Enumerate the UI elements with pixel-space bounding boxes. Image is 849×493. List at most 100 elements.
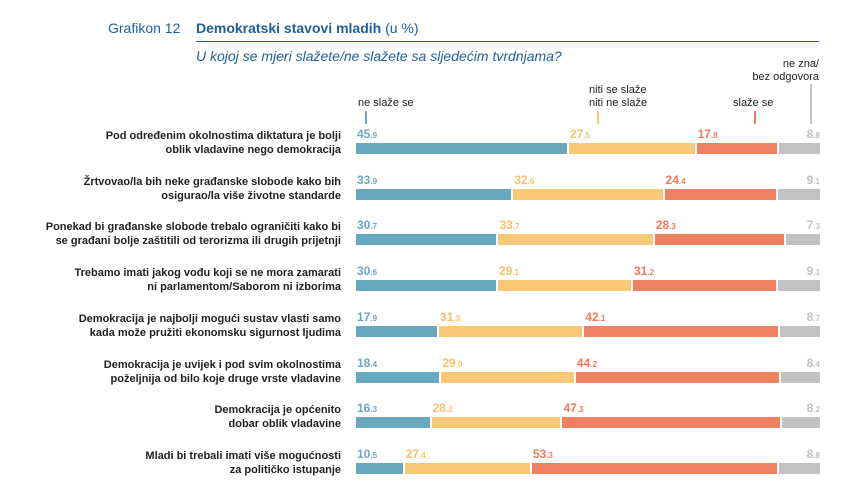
row-label-line: Mladi bi trebali imati više mogućnosti [145, 449, 341, 462]
legend-label-line: niti ne slaže [589, 97, 648, 109]
value-integer: 10 [357, 446, 371, 461]
value-decimal: .3 [546, 450, 553, 460]
value-integer: 44 [576, 355, 591, 370]
value-label-ne-sla-e-se: 18.4 [357, 357, 377, 371]
chart-title-text: Demokratski stavovi mladih [196, 20, 382, 36]
value-decimal: .8 [813, 450, 820, 460]
bar-segment-ne-sla-e-se [356, 325, 438, 337]
value-integer: 33 [357, 172, 371, 187]
bar-segment-niti-se-sla-e-niti-ne-sla-e [568, 143, 695, 154]
bar-segment-ne-sla-e-se [356, 188, 512, 200]
value-decimal: .3 [669, 222, 676, 232]
value-decimal: .9 [370, 313, 378, 323]
bar-segment-sla-e-se [531, 462, 778, 474]
value-integer: 28 [655, 218, 670, 233]
value-label-niti-se-sla-e-niti-ne-sla-e: 32.6 [514, 174, 534, 188]
value-label-ne-sla-e-se: 33.9 [357, 174, 377, 188]
value-label-ne-zna-bez-odgovora: 9.1 [807, 174, 820, 188]
row-label-line: za političko istupanje [229, 463, 341, 476]
row-label-line: poželjnija od bilo koje druge vrste vlad… [110, 372, 341, 385]
value-integer: 27 [405, 446, 420, 461]
value-decimal: .5 [370, 450, 378, 460]
value-integer: 8 [806, 355, 814, 370]
row-label-line: Ponekad bi građanske slobode trebalo ogr… [45, 221, 341, 234]
row-label-line: Demokracija je uvijek i pod svim okolnos… [103, 358, 341, 371]
value-label-niti-se-sla-e-niti-ne-sla-e: 27.4 [406, 448, 426, 462]
bar-segment-sla-e-se [575, 371, 779, 383]
row-label: Ponekad bi građanske slobode trebalo ogr… [21, 220, 341, 248]
value-decimal: .3 [813, 222, 820, 232]
value-label-ne-sla-e-se: 10.5 [357, 448, 377, 462]
bar-segment-sla-e-se [633, 280, 776, 292]
legend-label-ne-zna-bez-odgovora: ne zna/bez odgovora [752, 58, 819, 84]
value-decimal: .2 [590, 359, 597, 369]
value-decimal: .2 [647, 268, 655, 278]
value-integer: 30 [357, 264, 371, 279]
row-label: Trebamo imati jakog vođu koji se ne mora… [21, 266, 341, 294]
value-label-ne-zna-bez-odgovora: 8.2 [807, 402, 820, 416]
bar-segment-ne-sla-e-se [356, 371, 440, 383]
value-decimal: .1 [512, 268, 519, 278]
row-label-line: se građani bolje zaštitili od terorizma … [55, 235, 341, 248]
value-label-ne-sla-e-se: 16.3 [357, 402, 377, 416]
row-label: Demokracija je uvijek i pod svim okolnos… [21, 358, 341, 386]
bar-segment-ne-zna-bez-odgovora [781, 371, 820, 383]
legend-label-sla-e-se: slaže se [733, 97, 773, 110]
value-label-sla-e-se: 31.2 [634, 265, 654, 279]
legend-label-line: niti se slaže [589, 84, 647, 96]
value-integer: 16 [357, 401, 371, 416]
legend-label-line: ne slaže se [358, 97, 414, 109]
value-decimal: .6 [370, 268, 378, 278]
value-decimal: .4 [813, 359, 820, 369]
bar-segment-sla-e-se [654, 234, 785, 246]
value-label-ne-zna-bez-odgovora: 8.7 [807, 311, 820, 325]
value-integer: 29 [498, 264, 513, 279]
bar-segment-ne-zna-bez-odgovora [779, 325, 820, 337]
chart-title: Demokratski stavovi mladih (u %) [196, 20, 419, 36]
value-decimal: .1 [813, 268, 820, 278]
bar-segment-ne-sla-e-se [356, 417, 430, 429]
value-decimal: .3 [453, 313, 461, 323]
bar-segment-ne-zna-bez-odgovora [779, 462, 820, 474]
value-decimal: .4 [370, 359, 378, 369]
value-integer: 33 [499, 218, 513, 233]
value-label-sla-e-se: 24.4 [666, 174, 686, 188]
value-integer: 9 [806, 172, 814, 187]
value-label-ne-zna-bez-odgovora: 8.8 [807, 448, 820, 462]
value-decimal: .9 [370, 176, 378, 186]
value-label-niti-se-sla-e-niti-ne-sla-e: 33.7 [499, 219, 519, 233]
row-label: Demokracija je općenito dobar oblik vlada… [21, 403, 341, 431]
bar-segment-sla-e-se [696, 143, 778, 154]
value-label-niti-se-sla-e-niti-ne-sla-e: 29.1 [499, 265, 519, 279]
value-decimal: .3 [370, 405, 378, 415]
value-label-sla-e-se: 42.1 [585, 311, 605, 325]
value-label-ne-sla-e-se: 17.9 [357, 311, 377, 325]
bar-segment-ne-zna-bez-odgovora [786, 234, 820, 246]
row-label: Pod određenim okolnostima diktatura je b… [21, 129, 341, 157]
value-label-sla-e-se: 44.2 [577, 357, 597, 371]
value-decimal: .1 [598, 313, 606, 323]
value-decimal: .8 [813, 131, 820, 140]
row-label-line: Žrtvovao/la bih neke građanske slobode k… [83, 175, 341, 188]
legend-marker-ne-zna-bez-odgovora [810, 84, 812, 124]
value-integer: 45 [357, 127, 371, 141]
value-label-niti-se-sla-e-niti-ne-sla-e: 31.3 [440, 311, 460, 325]
value-integer: 47 [563, 401, 577, 416]
chart-title-unit: (u %) [385, 20, 419, 36]
legend-marker-niti-se-sla-e-niti-ne-sla-e [597, 111, 599, 124]
value-label-ne-sla-e-se: 45.9 [357, 128, 377, 142]
bar-segment-ne-sla-e-se [356, 143, 567, 154]
value-integer: 8 [806, 446, 814, 461]
row-label-line: Trebamo imati jakog vođu koji se ne mora… [74, 267, 341, 280]
legend-label-line: slaže se [733, 97, 774, 109]
value-label-ne-zna-bez-odgovora: 9.1 [807, 265, 820, 279]
bar-segment-niti-se-sla-e-niti-ne-sla-e [497, 280, 631, 292]
value-label-sla-e-se: 28.3 [656, 219, 676, 233]
value-decimal: .7 [813, 313, 820, 323]
bar-segment-niti-se-sla-e-niti-ne-sla-e [513, 188, 663, 200]
bar-segment-niti-se-sla-e-niti-ne-sla-e [431, 417, 561, 429]
value-integer: 28 [432, 401, 446, 416]
value-integer: 18 [357, 355, 371, 370]
value-label-ne-zna-bez-odgovora: 8.4 [807, 357, 820, 371]
value-integer: 8 [806, 309, 814, 324]
